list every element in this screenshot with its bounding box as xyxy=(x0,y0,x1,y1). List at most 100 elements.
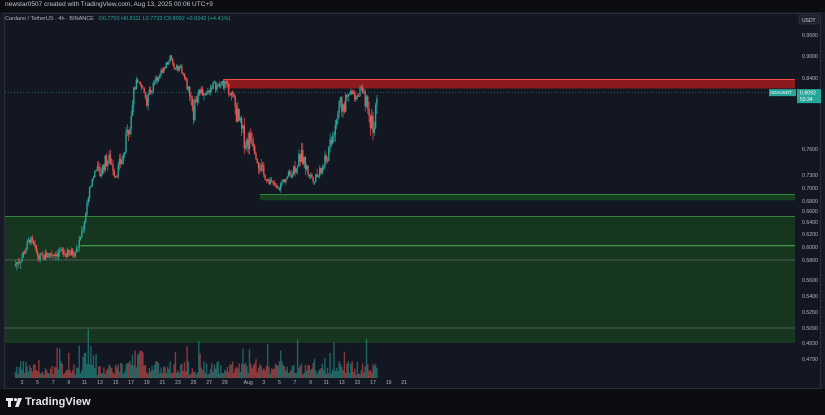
candle-body xyxy=(61,249,63,252)
candle-body xyxy=(372,115,374,133)
volume-bar xyxy=(325,373,327,378)
candle-body xyxy=(213,82,216,84)
candle-body xyxy=(244,145,247,149)
volume-bar xyxy=(198,340,200,378)
time-tick-label: 19 xyxy=(144,380,150,386)
candle-body xyxy=(218,84,221,87)
volume-bar xyxy=(322,369,325,378)
volume-bar xyxy=(241,363,243,378)
volume-bar xyxy=(350,363,352,378)
candle-body xyxy=(70,249,73,256)
candle-body xyxy=(270,180,273,182)
volume-bar xyxy=(70,372,73,378)
candle-body xyxy=(29,239,31,244)
candle-body xyxy=(222,81,225,88)
volume-bar xyxy=(92,355,95,378)
candle-body xyxy=(228,83,230,94)
candle-body xyxy=(195,99,197,102)
volume-bar xyxy=(86,364,88,378)
candle-body xyxy=(120,158,122,164)
volume-bar xyxy=(120,362,122,378)
candle-body xyxy=(302,149,304,165)
candle-body xyxy=(130,115,132,129)
volume-bar xyxy=(100,372,102,378)
volume-bar xyxy=(109,366,112,378)
price-tick-label: 0.5600 xyxy=(802,278,818,284)
currency-badge[interactable] xyxy=(798,14,820,25)
volume-bar xyxy=(234,368,236,378)
candle-body xyxy=(139,81,141,85)
candle-body xyxy=(33,241,35,245)
volume-bar xyxy=(77,368,79,378)
candle-body xyxy=(226,81,229,84)
price-tick-label: 0.5400 xyxy=(802,294,818,300)
volume-bar xyxy=(91,365,93,378)
candlestick-chart[interactable]: 0.96000.90000.84000.80000.76000.73000.70… xyxy=(0,0,825,389)
volume-bar xyxy=(107,368,109,378)
volume-bar xyxy=(355,374,357,378)
candle-body xyxy=(88,186,91,199)
candle-body xyxy=(35,245,37,252)
volume-bar xyxy=(338,361,340,378)
volume-bar xyxy=(142,352,144,378)
volume-bar xyxy=(20,361,22,378)
volume-bar xyxy=(347,361,349,378)
candle-body xyxy=(202,89,204,96)
volume-bar xyxy=(165,373,167,378)
candle-body xyxy=(38,256,40,260)
volume-bar xyxy=(228,371,230,378)
time-tick-label: 5 xyxy=(278,380,281,386)
volume-bar xyxy=(55,367,57,378)
volume-bar xyxy=(186,346,188,378)
candle-body xyxy=(91,179,93,187)
volume-bar xyxy=(78,345,80,378)
volume-bar xyxy=(268,366,270,378)
volume-bar xyxy=(299,365,301,378)
candle-body xyxy=(295,168,297,173)
volume-bar xyxy=(95,353,97,378)
volume-bar xyxy=(195,374,197,378)
candle-body xyxy=(367,96,369,109)
volume-bar xyxy=(287,372,290,378)
candle-body xyxy=(304,156,307,169)
candle-body xyxy=(330,139,333,144)
candle-body xyxy=(280,184,282,190)
chart-frame[interactable] xyxy=(4,13,821,389)
volume-bar xyxy=(230,364,232,378)
volume-bar xyxy=(104,373,106,378)
volume-bar xyxy=(98,366,100,378)
volume-bar xyxy=(269,373,271,378)
volume-bar xyxy=(156,361,158,378)
time-tick-label: Aug xyxy=(244,380,253,386)
tradingview-brand[interactable]: TradingView xyxy=(6,396,91,408)
volume-bar xyxy=(255,359,257,378)
candle-body xyxy=(203,94,205,96)
volume-bar xyxy=(280,350,282,378)
price-tick-label: 0.7600 xyxy=(802,147,818,153)
candle-body xyxy=(133,87,135,105)
volume-bar xyxy=(60,361,62,378)
candle-body xyxy=(111,163,113,165)
volume-bar xyxy=(221,372,223,378)
candle-body xyxy=(60,249,62,251)
price-tick-label: 0.6800 xyxy=(802,199,818,205)
volume-bar xyxy=(52,373,54,378)
candle-body xyxy=(121,160,123,164)
volume-bar xyxy=(181,363,183,378)
candle-body xyxy=(122,154,125,161)
volume-bar xyxy=(135,367,138,378)
candle-body xyxy=(286,176,288,179)
volume-bar xyxy=(211,363,213,378)
price-tick-label: 0.5800 xyxy=(802,258,818,264)
volume-bar xyxy=(146,372,148,378)
volume-bar xyxy=(313,358,316,378)
candle-body xyxy=(355,96,357,100)
time-tick-label: 21 xyxy=(160,380,166,386)
volume-bar xyxy=(25,362,27,378)
candle-body xyxy=(72,249,74,256)
candle-body xyxy=(205,92,208,95)
symbol-line: Cardano / TetherUS · 4h · BINANCE xyxy=(5,16,94,22)
candle-body xyxy=(165,62,167,68)
time-tick-label: 15 xyxy=(355,380,361,386)
creator-line: newstar0507 created with TradingView.com… xyxy=(5,1,213,8)
